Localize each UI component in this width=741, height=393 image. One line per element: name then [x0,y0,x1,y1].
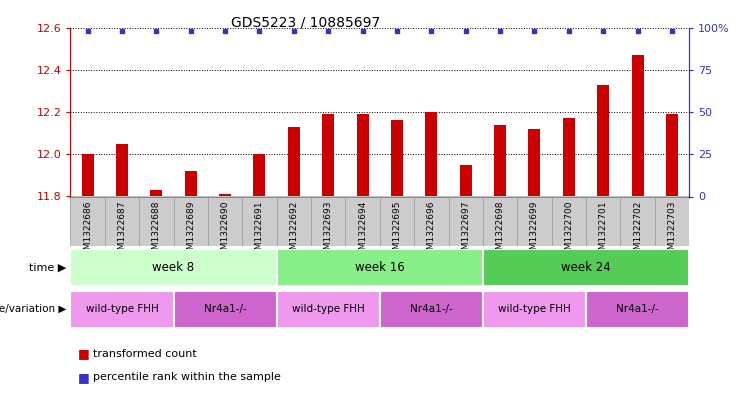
Bar [150,190,162,196]
Text: GDS5223 / 10885697: GDS5223 / 10885697 [231,16,380,30]
Text: GSM1322700: GSM1322700 [565,200,574,261]
Text: Nr4a1-/-: Nr4a1-/- [617,305,659,314]
Bar [276,291,379,328]
Text: Nr4a1-/-: Nr4a1-/- [410,305,453,314]
Text: genotype/variation ▶: genotype/variation ▶ [0,305,67,314]
Text: week 16: week 16 [355,261,405,274]
Text: GSM1322688: GSM1322688 [152,200,161,261]
Bar [448,196,483,246]
Text: GSM1322694: GSM1322694 [358,200,367,261]
Bar [586,196,620,246]
Bar [425,112,437,196]
Bar [563,118,575,196]
Bar [70,196,104,246]
Text: GSM1322697: GSM1322697 [461,200,471,261]
Text: Nr4a1-/-: Nr4a1-/- [204,305,247,314]
Bar [139,196,173,246]
Bar [528,129,540,196]
Text: GSM1322703: GSM1322703 [668,200,677,261]
Text: GSM1322698: GSM1322698 [496,200,505,261]
Bar [242,196,276,246]
Bar [414,196,448,246]
Text: GSM1322692: GSM1322692 [289,200,299,261]
Bar [380,196,414,246]
Bar [173,291,276,328]
Bar [276,196,311,246]
Text: GSM1322696: GSM1322696 [427,200,436,261]
Bar [666,114,678,196]
Text: GSM1322686: GSM1322686 [83,200,92,261]
Text: GSM1322687: GSM1322687 [118,200,127,261]
Text: percentile rank within the sample: percentile rank within the sample [93,372,281,382]
Text: GSM1322689: GSM1322689 [186,200,195,261]
Bar [288,127,300,196]
Text: week 24: week 24 [561,261,611,274]
Bar [483,249,689,286]
Text: ■: ■ [78,347,90,360]
Bar [391,120,403,196]
Bar [70,291,173,328]
Bar [82,154,93,196]
Bar [345,196,379,246]
Bar [116,144,128,196]
Bar [459,165,472,196]
Text: wild-type FHH: wild-type FHH [498,305,571,314]
Bar [208,196,242,246]
Text: GSM1322690: GSM1322690 [221,200,230,261]
Text: GSM1322701: GSM1322701 [599,200,608,261]
Text: time ▶: time ▶ [30,263,67,272]
Bar [597,84,609,196]
Text: GSM1322702: GSM1322702 [633,200,642,261]
Bar [517,196,551,246]
Text: week 8: week 8 [153,261,195,274]
Bar [356,114,368,196]
Bar [322,114,334,196]
Bar [219,195,231,196]
Text: transformed count: transformed count [93,349,196,359]
Text: wild-type FHH: wild-type FHH [85,305,159,314]
Bar [185,171,196,196]
Text: wild-type FHH: wild-type FHH [292,305,365,314]
Bar [551,196,586,246]
Bar [586,291,689,328]
Bar [276,249,483,286]
Bar [253,154,265,196]
Bar [620,196,655,246]
Text: GSM1322695: GSM1322695 [393,200,402,261]
Text: GSM1322691: GSM1322691 [255,200,264,261]
Bar [494,125,506,196]
Text: GSM1322693: GSM1322693 [324,200,333,261]
Bar [655,196,689,246]
Bar [483,291,586,328]
Bar [70,249,276,286]
Bar [631,55,644,196]
Bar [380,291,483,328]
Bar [104,196,139,246]
Bar [483,196,517,246]
Bar [173,196,208,246]
Bar [311,196,345,246]
Text: GSM1322699: GSM1322699 [530,200,539,261]
Text: ■: ■ [78,371,90,384]
